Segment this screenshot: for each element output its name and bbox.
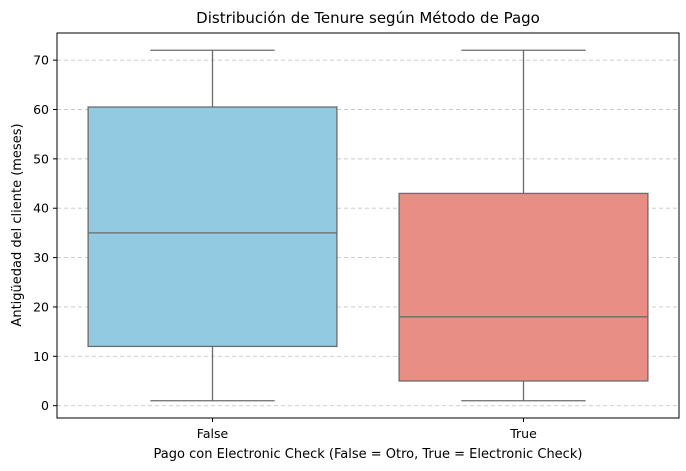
y-tick-label: 60 xyxy=(33,102,49,117)
x-axis-label: Pago con Electronic Check (False = Otro,… xyxy=(154,447,583,462)
iqr-box xyxy=(398,192,649,382)
y-tick-label: 30 xyxy=(33,250,49,265)
y-tick-label: 70 xyxy=(33,53,49,68)
y-tick-label: 50 xyxy=(33,151,49,166)
box-group-true xyxy=(398,49,649,402)
y-tick-label: 40 xyxy=(33,201,49,216)
x-axis: False True xyxy=(197,418,537,441)
iqr-box xyxy=(87,106,338,348)
y-tick-label: 20 xyxy=(33,299,49,314)
chart-title: Distribución de Tenure según Método de P… xyxy=(196,9,540,27)
y-axis-label: Antigüedad del cliente (meses) xyxy=(10,123,25,326)
y-axis: 0 10 20 30 40 50 60 70 xyxy=(33,53,57,413)
y-tick-label: 0 xyxy=(41,398,49,413)
x-tick-label: False xyxy=(197,426,229,441)
box-plots xyxy=(87,49,649,402)
x-tick-label: True xyxy=(509,426,537,441)
plot-frame xyxy=(56,32,680,419)
box-group-false xyxy=(87,49,338,402)
y-tick-label: 10 xyxy=(33,349,49,364)
